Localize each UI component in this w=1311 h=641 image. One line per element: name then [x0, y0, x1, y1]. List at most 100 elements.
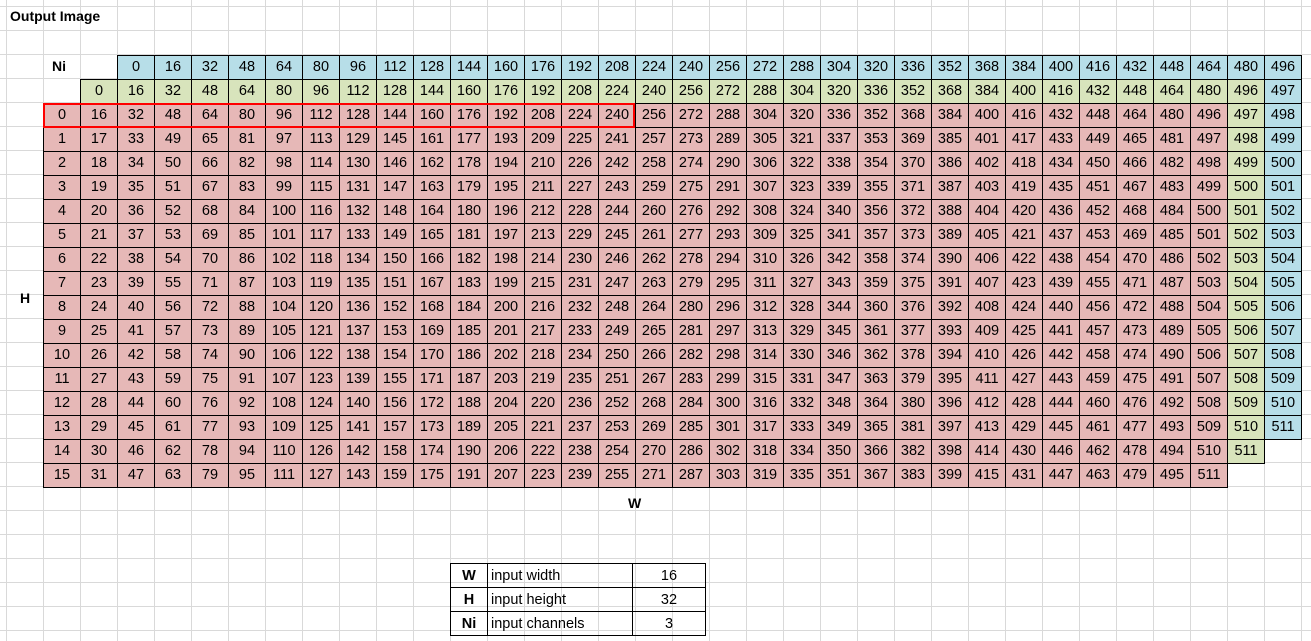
- table-cell[interactable]: 120: [302, 295, 340, 320]
- table-cell[interactable]: 426: [1005, 343, 1043, 368]
- table-cell[interactable]: 198: [487, 247, 525, 272]
- table-cell[interactable]: 451: [1079, 175, 1117, 200]
- table-cell[interactable]: 216: [524, 295, 562, 320]
- table-cell[interactable]: 288: [709, 103, 747, 128]
- table-cell[interactable]: 297: [709, 319, 747, 344]
- table-cell[interactable]: 393: [931, 319, 969, 344]
- table-cell[interactable]: 383: [894, 463, 932, 488]
- table-cell[interactable]: 499: [1264, 127, 1302, 152]
- table-cell[interactable]: 506: [1190, 343, 1228, 368]
- table-cell[interactable]: 378: [894, 343, 932, 368]
- table-cell[interactable]: 136: [339, 295, 377, 320]
- table-cell[interactable]: 495: [1153, 463, 1191, 488]
- table-cell[interactable]: 52: [154, 199, 192, 224]
- table-cell[interactable]: 57: [154, 319, 192, 344]
- table-cell[interactable]: 348: [820, 391, 858, 416]
- table-cell[interactable]: 409: [968, 319, 1006, 344]
- table-cell[interactable]: 208: [524, 103, 562, 128]
- table-cell[interactable]: 174: [413, 439, 451, 464]
- table-cell[interactable]: 487: [1153, 271, 1191, 296]
- table-cell[interactable]: 292: [709, 199, 747, 224]
- table-cell[interactable]: 13: [43, 415, 81, 440]
- table-cell[interactable]: 94: [228, 439, 266, 464]
- table-cell[interactable]: 351: [820, 463, 858, 488]
- param-key[interactable]: H: [450, 587, 488, 612]
- table-cell[interactable]: 303: [709, 463, 747, 488]
- table-cell[interactable]: 274: [672, 151, 710, 176]
- table-cell[interactable]: 23: [80, 271, 118, 296]
- table-cell[interactable]: 419: [1005, 175, 1043, 200]
- table-cell[interactable]: 193: [487, 127, 525, 152]
- table-cell[interactable]: 257: [635, 127, 673, 152]
- table-cell[interactable]: 41: [117, 319, 155, 344]
- table-cell[interactable]: 429: [1005, 415, 1043, 440]
- table-cell[interactable]: 162: [413, 151, 451, 176]
- table-cell[interactable]: 441: [1042, 319, 1080, 344]
- table-cell[interactable]: 397: [931, 415, 969, 440]
- table-cell[interactable]: 369: [894, 127, 932, 152]
- table-cell[interactable]: 29: [80, 415, 118, 440]
- table-cell[interactable]: 19: [80, 175, 118, 200]
- table-cell[interactable]: 68: [191, 199, 229, 224]
- table-cell[interactable]: 130: [339, 151, 377, 176]
- table-cell[interactable]: 271: [635, 463, 673, 488]
- table-cell[interactable]: 158: [376, 439, 414, 464]
- table-cell[interactable]: 330: [783, 343, 821, 368]
- table-cell[interactable]: 210: [524, 151, 562, 176]
- table-cell[interactable]: 500: [1190, 199, 1228, 224]
- table-cell[interactable]: 439: [1042, 271, 1080, 296]
- table-cell[interactable]: 367: [857, 463, 895, 488]
- table-cell[interactable]: 449: [1079, 127, 1117, 152]
- table-cell[interactable]: 106: [265, 343, 303, 368]
- table-cell[interactable]: 389: [931, 223, 969, 248]
- table-cell[interactable]: 217: [524, 319, 562, 344]
- table-cell[interactable]: 358: [857, 247, 895, 272]
- table-cell[interactable]: 310: [746, 247, 784, 272]
- table-cell[interactable]: 14: [43, 439, 81, 464]
- table-cell[interactable]: 143: [339, 463, 377, 488]
- header-cell-channel-1[interactable]: 416: [1042, 79, 1080, 104]
- table-cell[interactable]: 82: [228, 151, 266, 176]
- header-cell-channel-1[interactable]: 240: [635, 79, 673, 104]
- table-cell[interactable]: 48: [154, 103, 192, 128]
- table-cell[interactable]: 128: [339, 103, 377, 128]
- table-cell[interactable]: 272: [672, 103, 710, 128]
- header-cell-channel-0[interactable]: 448: [1153, 55, 1191, 80]
- header-cell-channel-1[interactable]: 496: [1227, 79, 1265, 104]
- header-cell-channel-1[interactable]: 448: [1116, 79, 1154, 104]
- table-cell[interactable]: 502: [1227, 223, 1265, 248]
- table-cell[interactable]: 70: [191, 247, 229, 272]
- table-cell[interactable]: 149: [376, 223, 414, 248]
- table-cell[interactable]: 294: [709, 247, 747, 272]
- table-cell[interactable]: 50: [154, 151, 192, 176]
- table-cell[interactable]: 332: [783, 391, 821, 416]
- table-cell[interactable]: 254: [598, 439, 636, 464]
- table-cell[interactable]: 142: [339, 439, 377, 464]
- table-cell[interactable]: 364: [857, 391, 895, 416]
- header-cell-channel-1[interactable]: 336: [857, 79, 895, 104]
- table-cell[interactable]: 404: [968, 199, 1006, 224]
- table-cell[interactable]: 2: [43, 151, 81, 176]
- table-cell[interactable]: 360: [857, 295, 895, 320]
- table-cell[interactable]: 186: [450, 343, 488, 368]
- header-cell-channel-1[interactable]: 256: [672, 79, 710, 104]
- table-cell[interactable]: 37: [117, 223, 155, 248]
- table-cell[interactable]: 320: [783, 103, 821, 128]
- table-cell[interactable]: 39: [117, 271, 155, 296]
- table-cell[interactable]: 84: [228, 199, 266, 224]
- table-cell[interactable]: 505: [1264, 271, 1302, 296]
- table-cell[interactable]: 471: [1116, 271, 1154, 296]
- table-cell[interactable]: 480: [1153, 103, 1191, 128]
- table-cell[interactable]: 440: [1042, 295, 1080, 320]
- table-cell[interactable]: 293: [709, 223, 747, 248]
- param-key[interactable]: W: [450, 563, 488, 588]
- table-cell[interactable]: 220: [524, 391, 562, 416]
- table-cell[interactable]: 21: [80, 223, 118, 248]
- header-cell-channel-0[interactable]: 240: [672, 55, 710, 80]
- table-cell[interactable]: 368: [894, 103, 932, 128]
- table-cell[interactable]: 239: [561, 463, 599, 488]
- table-cell[interactable]: 184: [450, 295, 488, 320]
- table-cell[interactable]: 382: [894, 439, 932, 464]
- table-cell[interactable]: 107: [265, 367, 303, 392]
- table-cell[interactable]: 282: [672, 343, 710, 368]
